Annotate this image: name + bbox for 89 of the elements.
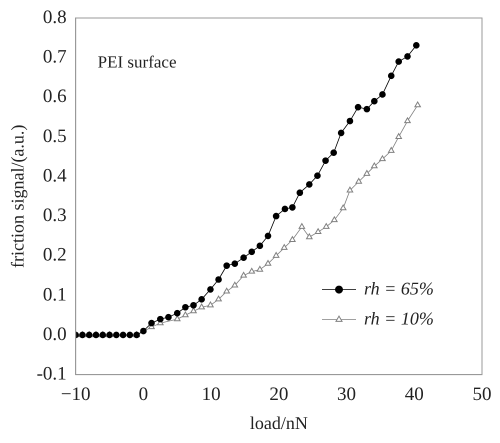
x-axis-title: load/nN xyxy=(250,412,308,433)
point xyxy=(232,260,238,267)
point xyxy=(322,223,330,229)
point xyxy=(126,332,134,338)
point xyxy=(322,157,329,164)
point xyxy=(174,310,181,316)
x-tick-label: −10 xyxy=(60,384,91,405)
point xyxy=(120,332,126,338)
y-tick-label: 0.6 xyxy=(42,86,67,108)
point xyxy=(379,155,386,162)
point xyxy=(340,204,346,210)
point xyxy=(256,242,264,250)
point xyxy=(289,204,296,211)
x-tick-label: 20 xyxy=(269,384,288,405)
legend-label: rh = 10% xyxy=(364,308,434,328)
point xyxy=(248,248,256,256)
point xyxy=(215,276,222,283)
point xyxy=(198,304,205,310)
y-tick-label: 0.0 xyxy=(42,324,67,345)
point xyxy=(306,233,313,240)
point xyxy=(338,130,344,136)
x-tick-label: 40 xyxy=(404,384,424,405)
y-tick-label: 0.5 xyxy=(42,126,67,147)
point xyxy=(223,262,230,269)
point xyxy=(157,316,164,322)
point xyxy=(240,254,247,262)
x-tick-label: 10 xyxy=(202,384,221,405)
point xyxy=(388,147,395,153)
point xyxy=(298,223,306,229)
point xyxy=(232,282,238,288)
point xyxy=(182,304,189,311)
y-tick-label: 0.2 xyxy=(42,244,67,266)
point xyxy=(379,91,386,98)
legend-label: rh = 65% xyxy=(364,278,434,298)
point xyxy=(113,332,120,338)
point xyxy=(248,268,256,274)
point xyxy=(314,172,321,179)
annotation: PEI surface xyxy=(98,52,177,72)
x-tick-label: 0 xyxy=(138,384,148,405)
y-tick-label: 0.8 xyxy=(42,6,67,28)
point xyxy=(174,315,181,322)
x-tick-label: 50 xyxy=(472,384,492,405)
point xyxy=(404,117,411,124)
point xyxy=(264,260,272,266)
point xyxy=(346,186,354,192)
point xyxy=(207,286,214,293)
point xyxy=(296,189,304,196)
point xyxy=(272,212,280,220)
y-tick-label: 0.4 xyxy=(42,165,68,186)
point xyxy=(364,170,370,176)
point xyxy=(282,206,288,212)
point xyxy=(165,314,172,320)
point xyxy=(182,311,189,318)
point xyxy=(371,98,378,105)
y-tick-label: 0.7 xyxy=(42,46,67,68)
point xyxy=(198,296,205,303)
point xyxy=(240,272,247,278)
y-tick-label: 0.3 xyxy=(42,205,67,226)
point xyxy=(207,302,214,308)
point xyxy=(148,320,155,326)
point xyxy=(414,101,421,108)
point xyxy=(331,216,338,222)
point xyxy=(190,302,197,309)
point xyxy=(272,252,280,258)
point xyxy=(346,118,354,124)
y-axis-title: friction signal/(a.u.) xyxy=(8,124,28,268)
point xyxy=(371,162,378,168)
point xyxy=(354,104,362,110)
point xyxy=(280,244,288,250)
point xyxy=(289,236,296,242)
point xyxy=(264,232,272,240)
point xyxy=(395,133,402,139)
y-tick-label: 0.1 xyxy=(42,284,67,306)
point xyxy=(190,308,197,314)
point xyxy=(330,149,337,156)
point xyxy=(364,106,370,112)
point xyxy=(388,72,395,80)
point xyxy=(306,181,313,188)
point xyxy=(256,266,264,272)
point xyxy=(413,42,420,49)
point xyxy=(404,53,411,60)
point xyxy=(140,328,147,334)
point xyxy=(395,58,402,65)
y-tick-label: -0.1 xyxy=(36,364,67,385)
x-tick-label: 30 xyxy=(337,384,356,405)
point xyxy=(223,288,230,294)
point xyxy=(314,228,322,234)
point xyxy=(215,296,222,302)
point xyxy=(355,178,362,184)
